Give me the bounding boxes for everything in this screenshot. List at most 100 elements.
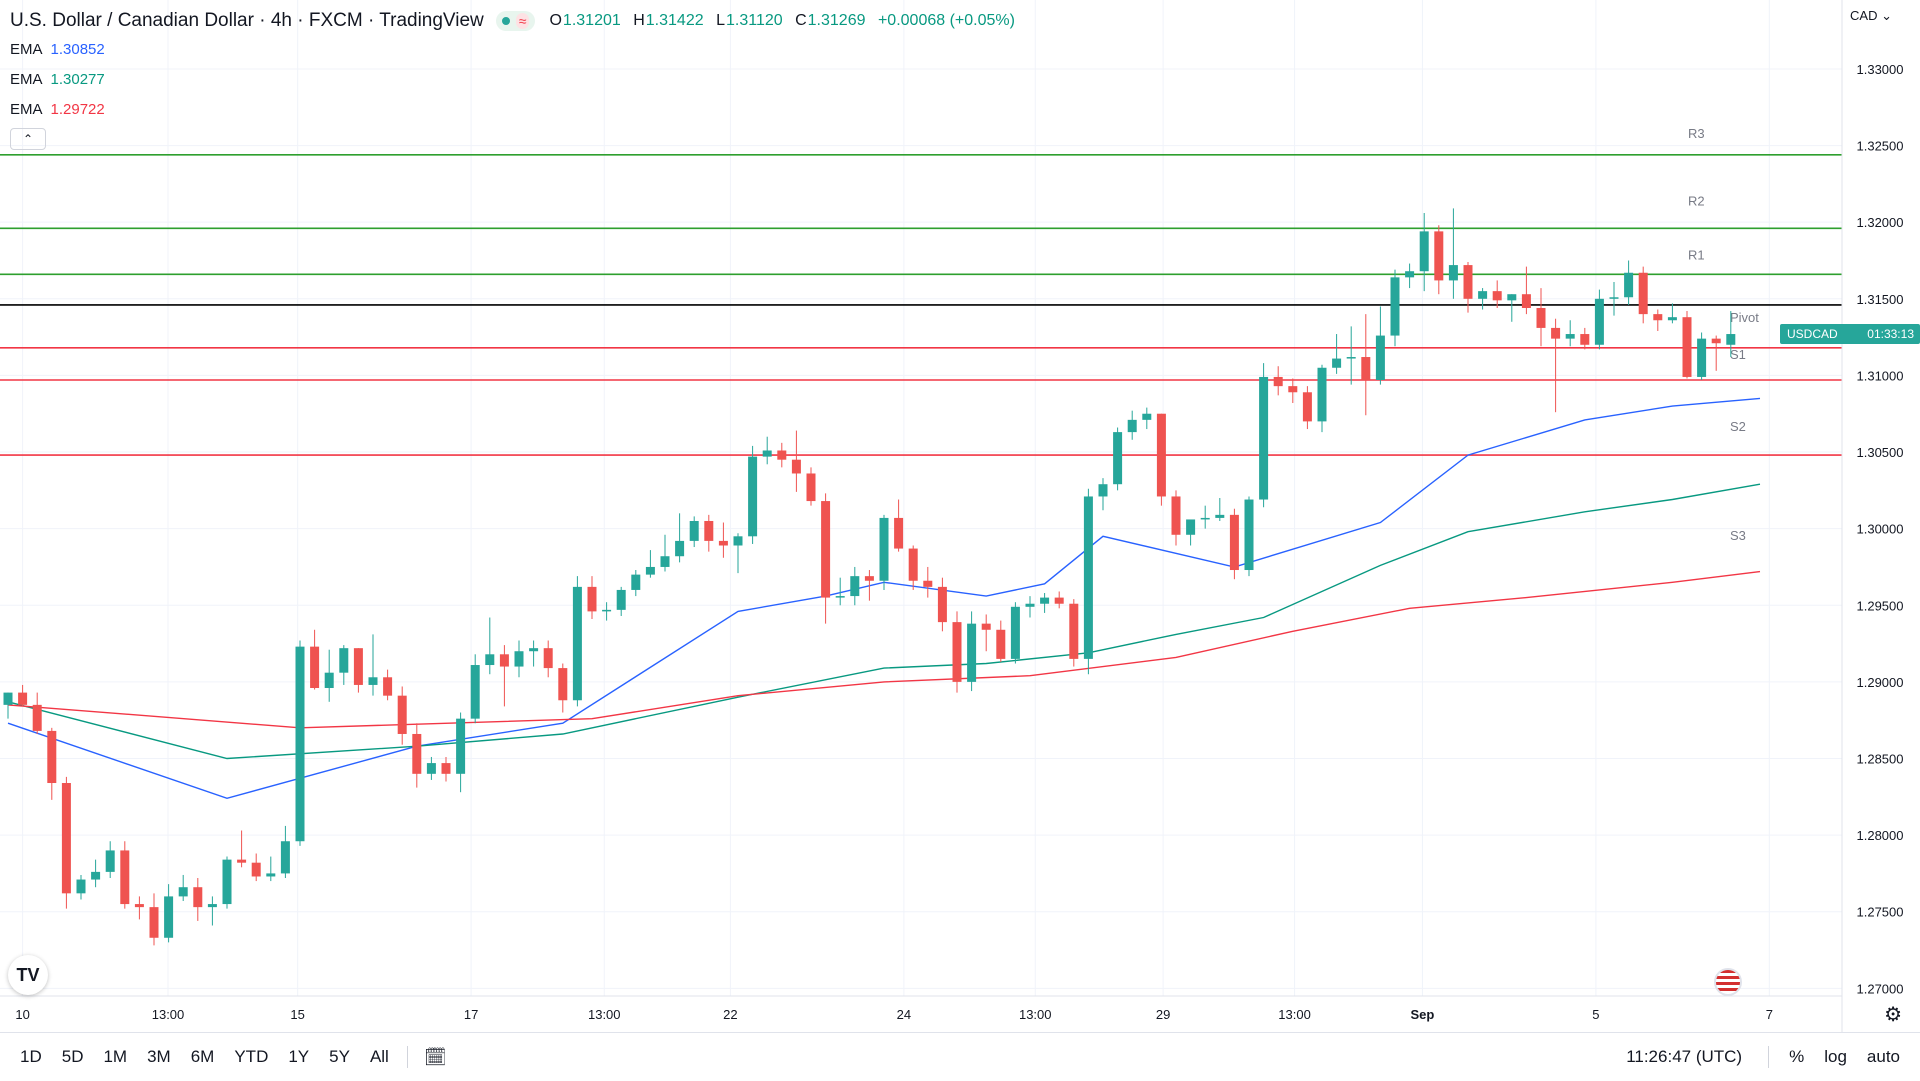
candle-body [1361, 357, 1371, 381]
percent-scale-toggle[interactable]: % [1789, 1047, 1805, 1066]
candle [1317, 364, 1327, 433]
candle-body [470, 665, 480, 719]
range-5d-button[interactable]: 5D [61, 1047, 84, 1066]
symbol-title[interactable]: U.S. Dollar / Canadian Dollar · 4h · FXC… [10, 10, 484, 31]
range-5y-button[interactable]: 5Y [329, 1047, 350, 1066]
ema-legend-1[interactable]: EMA 1.30852 [10, 34, 1023, 64]
candle-body [1127, 419, 1137, 433]
market-status-badge[interactable]: ≈ [495, 11, 536, 31]
candle [134, 896, 144, 920]
candle [1375, 306, 1385, 385]
candle [1346, 326, 1356, 385]
log-scale-toggle[interactable]: log [1824, 1047, 1847, 1066]
candle [850, 566, 860, 606]
change-value: +0.00068 (+0.05%) [877, 12, 1015, 29]
candle [908, 545, 918, 590]
candle [237, 830, 247, 868]
candle [806, 467, 816, 506]
candle-body [1726, 334, 1736, 345]
candle [967, 611, 977, 692]
candle-body [383, 677, 393, 696]
range-ytd-button[interactable]: YTD [234, 1047, 269, 1066]
legend-title: U.S. Dollar / Canadian Dollar · 4h · FXC… [10, 8, 1023, 34]
bottom-toolbar: 1D 5D 1M 3M 6M YTD 1Y 5Y All 🗓 11:26:47 … [0, 1032, 1920, 1081]
toolbar-right: 11:26:47 (UTC) % log auto [1626, 1033, 1920, 1081]
candle [47, 727, 57, 800]
collapse-legend-button[interactable]: ⌃ [10, 128, 46, 150]
candle [1697, 332, 1707, 381]
candle [558, 663, 568, 713]
candle [120, 841, 130, 909]
candle [178, 874, 188, 901]
candle [91, 859, 101, 888]
ema-value: 1.29722 [50, 100, 105, 118]
candle [821, 493, 831, 624]
candle-body [1492, 291, 1502, 301]
time-tick-label: 7 [1766, 1007, 1773, 1022]
candle-body [1069, 603, 1079, 659]
candle [835, 577, 845, 606]
candle [981, 614, 991, 652]
candle [295, 640, 305, 846]
candle [1419, 212, 1429, 292]
candle [1200, 505, 1210, 529]
candle [1536, 288, 1546, 347]
candle-body [120, 850, 130, 905]
tag-symbol: USDCAD [1787, 327, 1838, 341]
high-value: 1.31422 [645, 12, 704, 29]
candle-body [1259, 376, 1269, 500]
currency-menu[interactable]: CAD ⌄ [1850, 8, 1892, 24]
candle-body [1273, 376, 1283, 387]
range-6m-button[interactable]: 6M [190, 1047, 215, 1066]
utc-clock[interactable]: 11:26:47 (UTC) [1626, 1047, 1743, 1066]
us-flag-icon[interactable] [1714, 968, 1742, 996]
candle-body [908, 548, 918, 581]
candle [105, 841, 115, 879]
range-1m-button[interactable]: 1M [103, 1047, 128, 1066]
auto-scale-toggle[interactable]: auto [1866, 1047, 1900, 1066]
candle [1565, 320, 1575, 347]
range-1y-button[interactable]: 1Y [288, 1047, 310, 1066]
candle-body [1113, 432, 1123, 485]
candle [1083, 488, 1093, 675]
candle [1186, 519, 1196, 546]
ema-line [7, 570, 1761, 729]
ema-legend-2[interactable]: EMA 1.30277 [10, 64, 1023, 94]
plot-background [0, 0, 1842, 996]
candle [631, 570, 641, 597]
price-tick-label: 1.30500 [1857, 445, 1904, 460]
candle-body [1594, 298, 1604, 345]
candle [1040, 593, 1050, 613]
candle-body [1565, 334, 1575, 339]
range-1d-button[interactable]: 1D [20, 1047, 42, 1066]
chart-legend: U.S. Dollar / Canadian Dollar · 4h · FXC… [10, 8, 1023, 150]
price-tick-label: 1.28000 [1857, 828, 1904, 843]
price-tick-label: 1.32500 [1857, 139, 1904, 154]
candle [616, 586, 626, 616]
candle-body [660, 556, 670, 567]
tradingview-logo-icon[interactable]: TV [8, 955, 48, 995]
toolbar-divider [1768, 1046, 1770, 1068]
ema-legend-3[interactable]: EMA 1.29722 [10, 94, 1023, 124]
candle-body [1405, 271, 1415, 278]
candle [1594, 289, 1604, 350]
candle-body [1054, 597, 1064, 604]
calendar-range-icon[interactable]: 🗓 [423, 1046, 447, 1067]
range-all-button[interactable]: All [369, 1047, 389, 1066]
candle [514, 640, 524, 678]
candle-body [791, 459, 801, 474]
candle-body [1434, 231, 1444, 281]
gear-icon[interactable]: ⚙ [1884, 1004, 1902, 1026]
level-label-r2: R2 [1688, 193, 1705, 208]
candle [18, 684, 28, 707]
candle-body [1040, 597, 1050, 604]
candle-body [558, 668, 568, 701]
level-label-s2: S2 [1730, 419, 1746, 434]
candle-body [879, 517, 889, 581]
candle-body [748, 456, 758, 537]
candle-body [806, 473, 816, 502]
candle [412, 723, 422, 788]
candle [1142, 407, 1152, 430]
range-3m-button[interactable]: 3M [147, 1047, 171, 1066]
